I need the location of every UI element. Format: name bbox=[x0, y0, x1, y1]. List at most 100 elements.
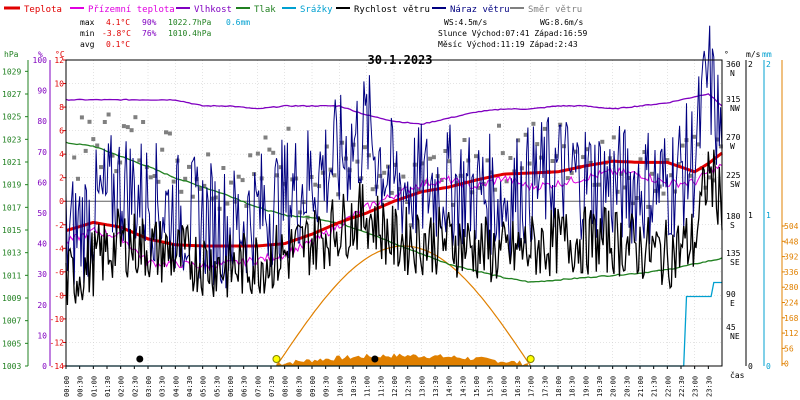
direction-point bbox=[600, 139, 605, 144]
tick-pct: 30 bbox=[37, 270, 47, 279]
tick-hpa: 1003 bbox=[2, 362, 21, 371]
x-tick-label: 22:00 bbox=[664, 376, 672, 397]
direction-point bbox=[298, 210, 302, 215]
tick-hpa: 1025 bbox=[2, 113, 21, 122]
x-tick-label: 09:30 bbox=[323, 376, 331, 397]
tick-degc: 12 bbox=[54, 56, 64, 65]
legend-label-smer: Směr větru bbox=[528, 5, 582, 15]
direction-point bbox=[673, 189, 677, 194]
direction-point bbox=[355, 159, 360, 164]
tick-pct: 90 bbox=[37, 87, 47, 96]
x-tick-label: 12:00 bbox=[391, 376, 399, 397]
x-tick-label: 01:30 bbox=[104, 376, 112, 397]
stat-avg-label: avg bbox=[80, 40, 95, 49]
tick-hpa: 1013 bbox=[2, 249, 21, 258]
tick-dir: S bbox=[730, 221, 735, 230]
tick-hpa: 1009 bbox=[2, 294, 21, 303]
tick-radiation: 504 bbox=[784, 222, 799, 231]
tick-mm: 0 bbox=[766, 362, 771, 371]
direction-point bbox=[125, 125, 130, 130]
stat-max-press: 1022.7hPa bbox=[168, 18, 212, 27]
x-tick-label: 11:30 bbox=[377, 376, 385, 397]
tick-mm: 2 bbox=[766, 60, 771, 69]
direction-point bbox=[474, 154, 478, 159]
legend-label-prizemni: Přízemní teplota bbox=[88, 5, 175, 15]
info-sun: Slunce Východ:07:41 Západ:16:59 bbox=[438, 29, 587, 38]
axis-title-ms: m/s bbox=[746, 50, 761, 59]
x-tick-label: 19:30 bbox=[596, 376, 604, 397]
tick-degc: 2 bbox=[59, 174, 64, 183]
direction-point bbox=[665, 158, 670, 163]
direction-point bbox=[202, 183, 207, 188]
tick-pct: 50 bbox=[37, 209, 47, 218]
tick-deg: 180 bbox=[726, 212, 741, 221]
direction-point bbox=[99, 165, 103, 170]
tick-pct: 20 bbox=[37, 301, 47, 310]
direction-point bbox=[263, 135, 268, 140]
moonrise-marker bbox=[371, 355, 379, 363]
direction-point bbox=[458, 173, 463, 178]
stats-block: max 4.1°C 90% 1022.7hPa 0.6mm min -3.8°C… bbox=[80, 18, 250, 49]
direction-point bbox=[363, 145, 367, 150]
tick-radiation: 448 bbox=[784, 237, 799, 246]
direction-point bbox=[141, 120, 146, 124]
direction-point bbox=[198, 186, 203, 191]
axis-title-mm: mm bbox=[762, 50, 772, 59]
x-tick-label: 19:00 bbox=[582, 376, 590, 397]
x-tick-label: 17:30 bbox=[541, 376, 549, 397]
x-tick-label: 08:30 bbox=[295, 376, 303, 397]
direction-point bbox=[638, 157, 643, 162]
direction-point bbox=[343, 156, 348, 161]
info-gust: WG:8.6m/s bbox=[540, 18, 584, 27]
tick-pct: 60 bbox=[37, 178, 47, 187]
x-tick-label: 21:30 bbox=[651, 376, 659, 397]
legend-label-vlhkost: Vlhkost bbox=[194, 5, 232, 15]
tick-pct: 40 bbox=[37, 240, 47, 249]
info-moon: Měsíc Východ:11:19 Západ:2:43 bbox=[438, 40, 578, 49]
direction-point bbox=[707, 175, 712, 180]
x-tick-label: 20:30 bbox=[623, 376, 631, 397]
legend-label-teplota: Teplota bbox=[24, 5, 62, 15]
direction-point bbox=[366, 153, 371, 158]
tick-dir: SW bbox=[730, 180, 740, 189]
tick-deg: 135 bbox=[726, 249, 741, 258]
stat-min-temp: -3.8°C bbox=[102, 29, 131, 38]
direction-point bbox=[190, 194, 195, 199]
direction-point bbox=[431, 155, 436, 160]
direction-point bbox=[137, 158, 142, 163]
tick-hpa: 1019 bbox=[2, 181, 21, 190]
legend-label-vitr: Rychlost větru bbox=[354, 5, 430, 15]
tick-radiation: 0 bbox=[784, 360, 789, 369]
x-tick-label: 11:00 bbox=[364, 376, 372, 397]
direction-point bbox=[581, 155, 586, 160]
series-vitr bbox=[65, 149, 723, 306]
axis-title-hpa: hPa bbox=[4, 50, 19, 59]
direction-point bbox=[676, 162, 681, 167]
direction-point bbox=[183, 176, 188, 181]
x-tick-label: 10:30 bbox=[350, 376, 358, 397]
x-tick-label: 01:00 bbox=[90, 376, 98, 397]
direction-point bbox=[129, 128, 134, 133]
x-tick-label: 18:00 bbox=[555, 376, 563, 397]
direction-point bbox=[389, 190, 394, 195]
tick-deg: 45 bbox=[726, 323, 736, 332]
tick-degc: 10 bbox=[54, 80, 64, 89]
tick-radiation: 280 bbox=[784, 283, 799, 292]
x-tick-label: 00:30 bbox=[77, 376, 85, 397]
x-tick-label: 22:30 bbox=[678, 376, 686, 397]
x-tick-label: 14:00 bbox=[446, 376, 454, 397]
tick-degc: -14 bbox=[50, 362, 65, 371]
x-tick-label: 16:30 bbox=[514, 376, 522, 397]
stat-max-rain: 0.6mm bbox=[226, 18, 250, 27]
x-tick-label: 13:30 bbox=[432, 376, 440, 397]
tick-dir: NW bbox=[730, 104, 740, 113]
direction-point bbox=[688, 173, 693, 178]
tick-deg: 90 bbox=[726, 290, 736, 299]
series-vlhkost bbox=[65, 93, 723, 126]
direction-point bbox=[286, 126, 291, 131]
x-tick-label: 15:30 bbox=[487, 376, 495, 397]
direction-point bbox=[462, 138, 467, 142]
direction-point bbox=[110, 153, 115, 158]
x-tick-label: 05:00 bbox=[200, 376, 208, 397]
